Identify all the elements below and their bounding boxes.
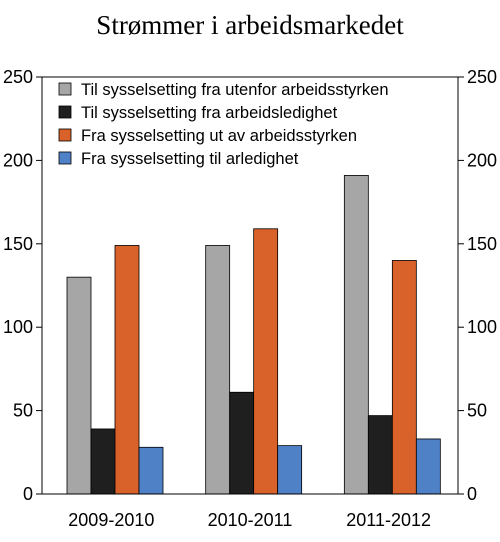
y-tick-label-left: 150 [3, 234, 33, 254]
legend-swatch [58, 128, 72, 142]
bar [343, 175, 369, 495]
y-tick-label-right: 0 [467, 484, 477, 504]
bar [367, 415, 393, 495]
legend-label: Fra sysselsetting til arledighet [81, 150, 299, 168]
legend-label: Til sysselsetting fra arbeidsledighet [81, 104, 338, 122]
legend-swatch [58, 105, 72, 119]
y-tick-label-left: 100 [3, 317, 33, 337]
bars [66, 175, 441, 495]
y-tick-label-left: 250 [3, 67, 33, 87]
bar [90, 428, 116, 495]
y-tick-label-left: 50 [13, 401, 33, 421]
y-tick-label-right: 150 [467, 234, 497, 254]
bar [415, 438, 441, 495]
legend-label: Til sysselsetting fra utenfor arbeidssty… [81, 81, 389, 99]
bar [229, 391, 255, 495]
x-tick-label: 2010-2011 [208, 510, 293, 530]
bar [66, 276, 92, 495]
legend-swatch [58, 82, 72, 96]
y-tick-label-right: 250 [467, 67, 497, 87]
x-tick-label: 2011-2012 [346, 510, 431, 530]
bar [114, 245, 140, 495]
bar [138, 446, 164, 495]
legend-swatch [58, 151, 72, 165]
legend-label: Fra sysselsetting ut av arbeidsstyrken [81, 127, 357, 145]
y-tick-label-left: 200 [3, 150, 33, 170]
x-tick-label: 2009-2010 [68, 510, 154, 530]
plot-frame [41, 76, 459, 495]
bar [253, 228, 279, 495]
chart-title: Strømmer i arbeidsmarkedet [96, 10, 404, 40]
y-tick-label-right: 50 [467, 401, 487, 421]
y-tick-label-right: 200 [467, 150, 497, 170]
bar [205, 245, 231, 495]
y-tick-label-right: 100 [467, 317, 497, 337]
y-tick-label-left: 0 [23, 484, 33, 504]
legend: Til sysselsetting fra utenfor arbeidssty… [58, 81, 389, 168]
bar [277, 445, 303, 495]
bar [391, 260, 417, 495]
axes: 0 0 50 50 100 100 150 150 200 200 250 250 2009-2010 2… [3, 67, 497, 530]
